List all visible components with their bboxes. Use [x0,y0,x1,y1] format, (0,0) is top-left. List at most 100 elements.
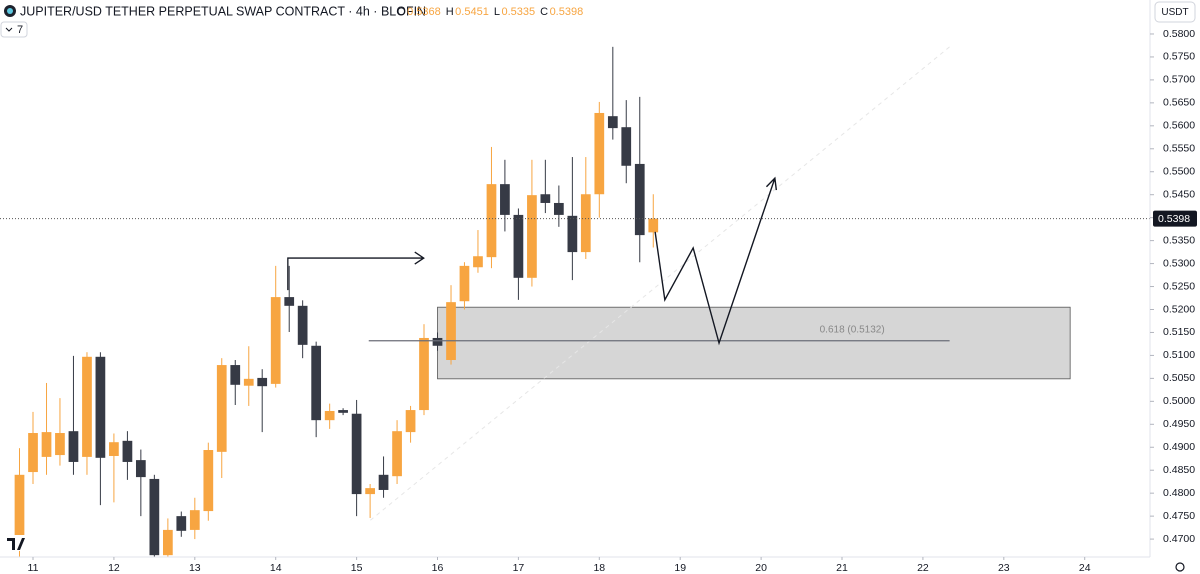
y-tick-label: 0.4950 [1163,418,1195,430]
candle-body [378,474,389,490]
chart-title: JUPITER/USD TETHER PERPETUAL SWAP CONTRA… [20,4,426,18]
candle-body [432,337,443,346]
y-tick-label: 0.5600 [1163,120,1195,132]
projection [654,176,778,346]
x-tick-label: 18 [593,562,605,574]
x-tick-label: 21 [836,562,848,574]
y-tick-label: 0.5100 [1163,349,1195,361]
y-tick-label: 0.5650 [1163,97,1195,109]
currency-button[interactable] [1154,1,1196,23]
y-tick-label: 0.5200 [1163,303,1195,315]
candle-body [338,410,348,413]
candle-body [55,433,65,456]
candle-body [257,377,268,387]
candle-body [163,529,173,556]
logo [7,538,25,550]
ohlc-key: H [446,6,454,18]
candle-body [540,194,551,203]
x-tick-label: 13 [189,562,201,574]
candle-body [28,433,38,473]
candle-body [284,297,295,306]
candle-body [122,440,133,462]
x-tick-label: 23 [998,562,1010,574]
x-tick-label: 14 [270,562,282,574]
x-tick-label: 17 [513,562,525,574]
indicator-toggle[interactable] [0,21,28,38]
candles [14,46,659,557]
x-tick-label: 12 [108,562,120,574]
candle-body [405,410,416,433]
candle-body [365,488,375,495]
x-tick-label: 16 [432,562,444,574]
candle-body [216,365,227,452]
candle-body [82,356,92,457]
candle-body [419,337,429,411]
candle-body [553,202,564,215]
currency-label: USDT [1161,7,1188,18]
settings-icon[interactable] [1175,562,1185,572]
candle-body [607,116,618,129]
ohlc-value: 0.5451 [455,6,489,18]
ohlc-value: 0.5335 [501,6,535,18]
candle-body [527,195,537,278]
candle-body [243,378,254,386]
x-tick-label: 20 [755,562,767,574]
ohlc-legend: O 0.5368 H 0.5451 L 0.5335 C 0.5398 [397,6,583,18]
y-tick-label: 0.5000 [1163,395,1195,407]
candle-body [203,450,214,512]
candle-body [621,127,632,166]
annotations: 0.618 (0.5132) [0,176,1150,346]
candle-body [135,460,146,478]
candle-body [14,474,25,541]
ohlc-key: O [397,6,406,18]
candle-body [580,194,591,253]
ohlc-value: 0.5368 [407,6,441,18]
candle-body [311,345,322,421]
candle-body [324,410,335,421]
candle-body [230,365,241,385]
candle-body [594,112,605,195]
y-tick-label: 0.4850 [1163,464,1195,476]
y-tick-label: 0.5550 [1163,143,1195,155]
trend-line [370,46,950,521]
candle-body [473,256,483,268]
candle-body [634,163,645,236]
y-tick-label: 0.5450 [1163,188,1195,200]
candle-body [41,432,52,457]
x-tick-label: 11 [28,562,39,574]
chevron [5,27,13,32]
candle-body [176,516,187,531]
y-tick-label: 0.5700 [1163,74,1195,86]
fib-label: 0.618 (0.5132) [820,324,885,335]
x-tick-label: 24 [1079,562,1091,574]
ohlc-value: 0.5398 [550,6,584,18]
y-tick-label: 0.4750 [1163,510,1195,522]
candle-body [567,215,578,253]
candle-body [109,442,119,456]
candle-body [486,184,497,258]
y-tick-label: 0.5050 [1163,372,1195,384]
ohlc-key: C [540,6,548,18]
symbol-icon-inner [7,8,13,14]
candle-body [95,356,106,458]
candle-body [149,478,160,556]
candle-body [351,413,362,495]
y-tick-label: 0.5750 [1163,51,1195,63]
y-tick-label: 0.5350 [1163,234,1195,246]
candle-body [270,297,281,384]
y-tick-label: 0.5150 [1163,326,1195,338]
candle-body [392,431,402,477]
ohlc-key: L [494,6,500,18]
candle-body [446,302,456,361]
candle-body [189,510,200,530]
fib-zone [437,306,1071,380]
candle-body [648,218,659,233]
y-tick-label: 0.5800 [1163,28,1195,40]
y-tick-label: 0.5300 [1163,257,1195,269]
x-tick-label: 19 [674,562,686,574]
y-tick-label: 0.4800 [1163,487,1195,499]
x-tick-label: 22 [917,562,929,574]
y-tick-label: 0.5500 [1163,166,1195,178]
